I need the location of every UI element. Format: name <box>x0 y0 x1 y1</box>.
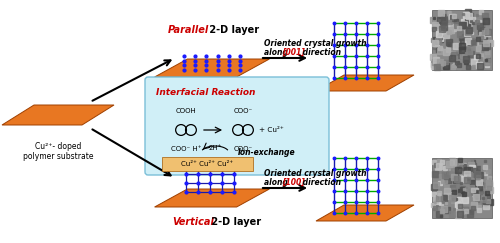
Text: COOH: COOH <box>176 108 197 114</box>
FancyBboxPatch shape <box>145 77 329 175</box>
Text: Oriented crystal growth: Oriented crystal growth <box>264 168 366 177</box>
Text: Cu²⁺- doped
polymer substrate: Cu²⁺- doped polymer substrate <box>23 142 93 161</box>
Text: direction: direction <box>300 177 341 186</box>
Bar <box>432 158 492 218</box>
Text: Oriented crystal growth: Oriented crystal growth <box>264 38 366 47</box>
Text: Ion-exchange: Ion-exchange <box>238 148 296 156</box>
Text: COO⁻: COO⁻ <box>234 108 252 114</box>
Text: COO⁻: COO⁻ <box>234 146 252 152</box>
Text: Cu²⁺ Cu²⁺ Cu²⁺: Cu²⁺ Cu²⁺ Cu²⁺ <box>181 161 233 167</box>
Text: 2-D layer: 2-D layer <box>208 217 261 227</box>
Text: Parallel: Parallel <box>168 25 209 35</box>
Text: + Cu²⁺: + Cu²⁺ <box>259 127 284 133</box>
Text: along: along <box>264 47 290 57</box>
Polygon shape <box>316 205 414 221</box>
Polygon shape <box>154 189 270 207</box>
Text: Vertical: Vertical <box>172 217 214 227</box>
Polygon shape <box>154 59 270 77</box>
Text: 2-D layer: 2-D layer <box>206 25 259 35</box>
Text: COO⁻ H⁺: COO⁻ H⁺ <box>171 146 201 152</box>
Text: [001]: [001] <box>282 47 305 57</box>
Polygon shape <box>2 105 114 125</box>
Text: Interfacial Reaction: Interfacial Reaction <box>156 87 256 96</box>
Text: along: along <box>264 177 290 186</box>
Text: [100]: [100] <box>282 177 305 186</box>
FancyBboxPatch shape <box>162 156 252 171</box>
Polygon shape <box>316 75 414 91</box>
Text: 2H⁺: 2H⁺ <box>208 145 222 151</box>
Text: direction: direction <box>300 47 341 57</box>
Bar <box>432 10 492 70</box>
